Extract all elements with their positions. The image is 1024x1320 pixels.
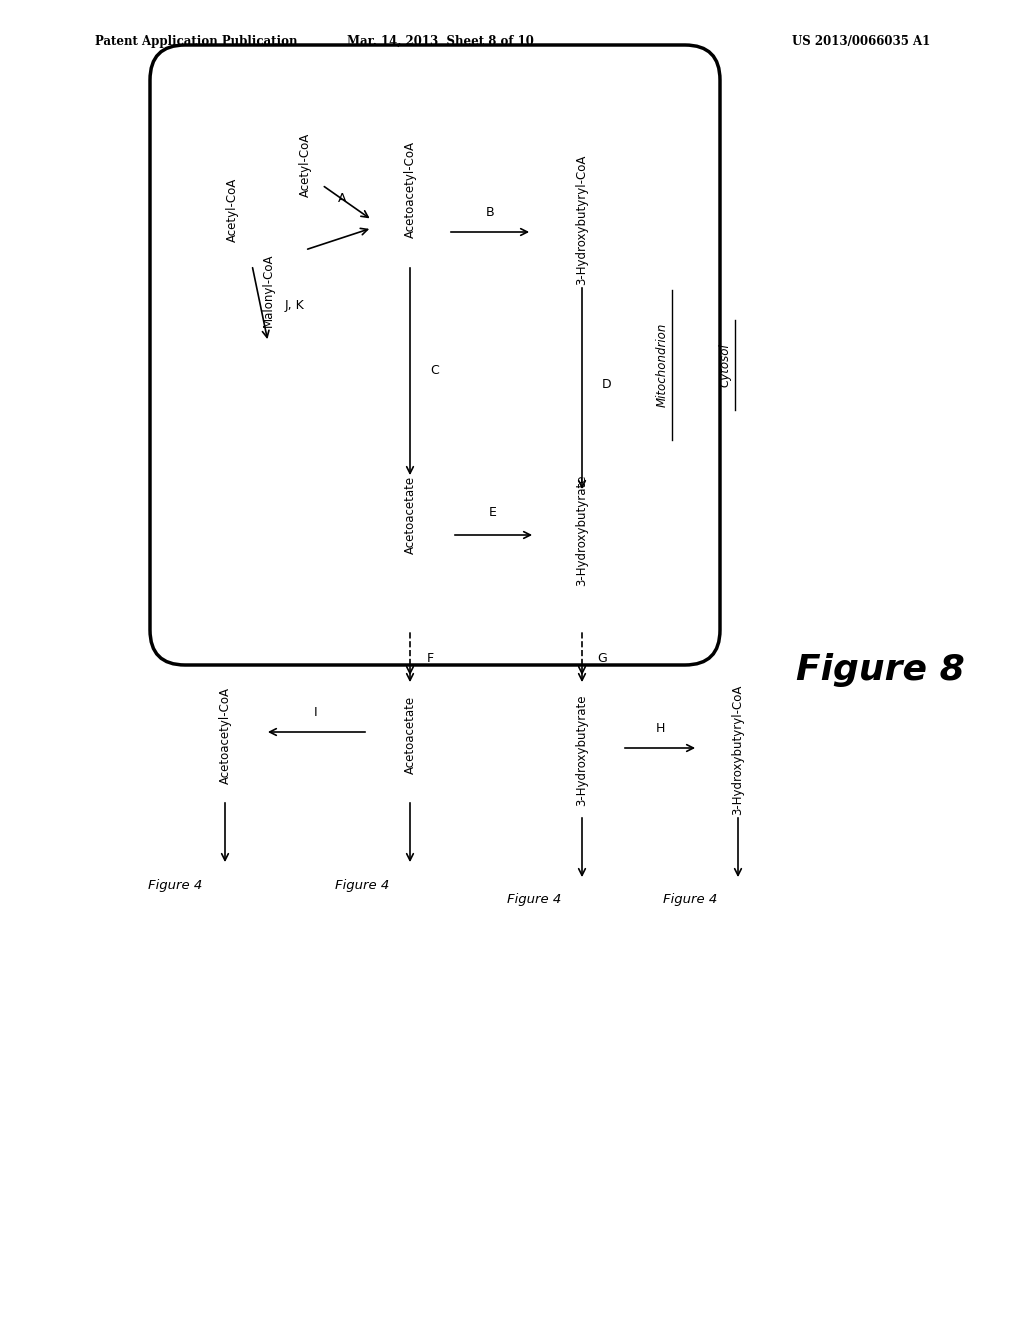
Text: Figure 4: Figure 4 (335, 879, 389, 891)
Text: Figure 4: Figure 4 (507, 894, 561, 907)
Text: B: B (485, 206, 495, 219)
Text: Mitochondrion: Mitochondrion (655, 323, 669, 407)
Text: Acetoacetate: Acetoacetate (403, 477, 417, 554)
Text: US 2013/0066035 A1: US 2013/0066035 A1 (792, 36, 930, 48)
Text: Mar. 14, 2013  Sheet 8 of 10: Mar. 14, 2013 Sheet 8 of 10 (346, 36, 534, 48)
Text: F: F (426, 652, 433, 664)
Text: Acetyl-CoA: Acetyl-CoA (299, 133, 311, 197)
Text: A: A (338, 191, 346, 205)
Text: Acetoacetyl-CoA: Acetoacetyl-CoA (403, 141, 417, 239)
Text: 3-Hydroxybutyrate: 3-Hydroxybutyrate (575, 694, 589, 805)
Text: Figure 8: Figure 8 (796, 653, 965, 686)
Text: Acetyl-CoA: Acetyl-CoA (225, 178, 239, 242)
Text: C: C (431, 363, 439, 376)
Text: G: G (597, 652, 607, 664)
Text: D: D (602, 379, 611, 392)
Text: Acetoacetyl-CoA: Acetoacetyl-CoA (218, 686, 231, 784)
Text: I: I (314, 705, 317, 718)
FancyBboxPatch shape (150, 45, 720, 665)
Text: Acetoacetate: Acetoacetate (403, 696, 417, 774)
Text: Figure 4: Figure 4 (663, 894, 717, 907)
Text: H: H (655, 722, 665, 734)
Text: 3-Hydroxybutyrate: 3-Hydroxybutyrate (575, 474, 589, 586)
Text: J, K: J, K (285, 298, 305, 312)
Text: Figure 4: Figure 4 (147, 879, 202, 891)
Text: E: E (489, 506, 497, 519)
Text: Cytosol: Cytosol (719, 343, 731, 387)
Text: Malonyl-CoA: Malonyl-CoA (261, 253, 274, 327)
Text: Patent Application Publication: Patent Application Publication (95, 36, 298, 48)
Text: 3-Hydroxybutyryl-CoA: 3-Hydroxybutyryl-CoA (731, 685, 744, 816)
Text: 3-Hydroxybutyryl-CoA: 3-Hydroxybutyryl-CoA (575, 154, 589, 285)
